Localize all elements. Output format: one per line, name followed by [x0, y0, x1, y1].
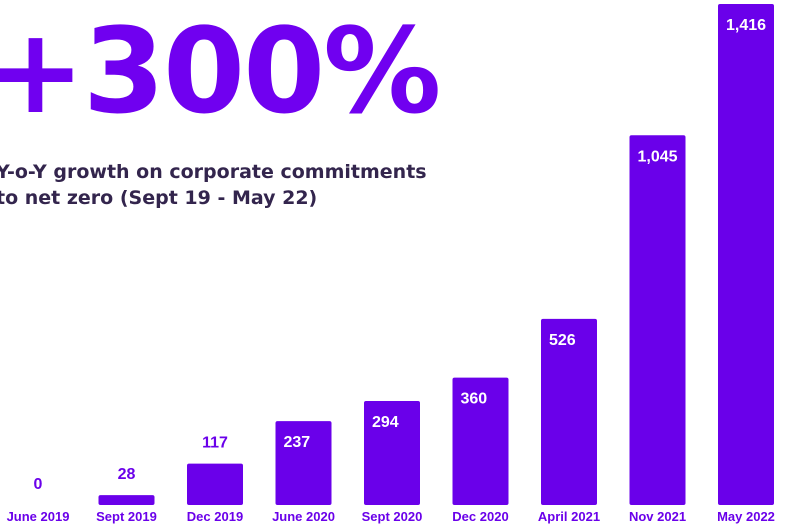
- x-tick-label: Nov 2021: [629, 509, 686, 524]
- x-tick-label: June 2019: [7, 509, 70, 524]
- bar-value-label: 1,045: [638, 148, 678, 165]
- bar-value-label: 1,416: [726, 17, 766, 34]
- subtitle: Y-o-Y growth on corporate commitments to…: [0, 160, 536, 211]
- bar-dec-2019: [187, 463, 243, 505]
- x-tick-label: June 2020: [272, 509, 335, 524]
- bar-value-label: 294: [372, 414, 399, 431]
- bar-may-2022: [718, 4, 774, 505]
- bar-nov-2021: [629, 135, 686, 506]
- bar-value-label: 0: [34, 476, 43, 493]
- bar-sept-2020: [364, 401, 420, 505]
- x-tick-label: Dec 2020: [452, 509, 508, 524]
- bar-dec-2020: [452, 377, 509, 505]
- bar-value-label: 360: [461, 391, 488, 408]
- subtitle-line-1: Y-o-Y growth on corporate commitments: [0, 161, 427, 183]
- x-tick-label: Sept 2020: [362, 509, 423, 524]
- x-tick-label: April 2021: [538, 509, 600, 524]
- x-tick-label: May 2022: [717, 509, 775, 524]
- bar-value-label: 526: [549, 332, 576, 349]
- x-tick-label: Sept 2019: [96, 509, 157, 524]
- bar-value-label: 117: [202, 435, 228, 452]
- bar-value-label: 237: [284, 434, 311, 451]
- bar-value-label: 28: [118, 466, 136, 483]
- bar-april-2021: [541, 318, 597, 505]
- headline: +300%: [0, 2, 441, 140]
- subtitle-line-2: to net zero (Sept 19 - May 22): [0, 186, 318, 209]
- bar-sept-2019: [98, 495, 155, 505]
- x-tick-label: Dec 2019: [187, 509, 243, 524]
- bar-june-2020: [275, 421, 332, 505]
